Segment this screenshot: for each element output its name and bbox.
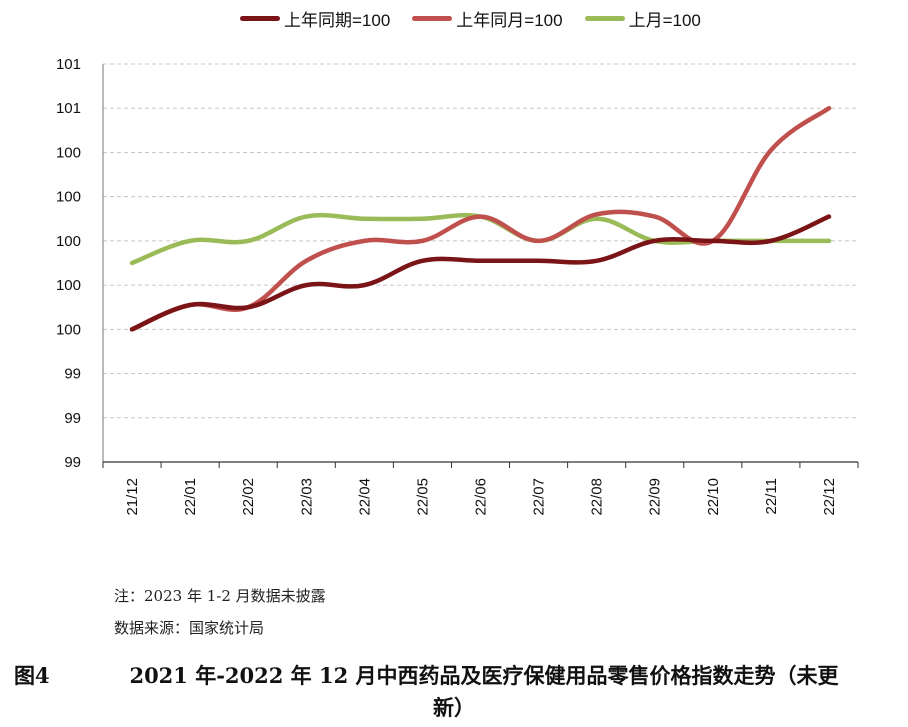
x-axis-labels: 21/12 22/01 22/02 22/03 22/04 22/05 22/06 22/07… — [124, 478, 838, 516]
series-line — [129, 105, 832, 332]
legend-swatch — [584, 16, 625, 21]
chart-notes: 注：2023 年 1-2 月数据未披露 数据来源：国家统计局 — [114, 580, 326, 644]
y-tick-label: 99 — [64, 454, 81, 471]
legend-item-same-period: 上年同期=100 — [240, 6, 390, 31]
y-tick-label: 100 — [56, 233, 81, 250]
x-tick-label: 22/04 — [356, 478, 373, 516]
x-tick-label: 22/11 — [763, 478, 780, 514]
y-tick-label: 101 — [56, 100, 81, 117]
source-text: 数据来源：国家统计局 — [114, 619, 265, 637]
y-tick-label: 101 — [56, 56, 81, 73]
y-tick-label: 100 — [56, 189, 81, 206]
legend-item-same-month: 上年同月=100 — [412, 6, 563, 31]
y-tick-label: 99 — [64, 366, 81, 383]
series-line — [129, 214, 832, 332]
figure-label: 图4 — [14, 663, 50, 688]
legend-swatch — [412, 16, 453, 21]
caption-line-2: 新） — [433, 695, 475, 720]
x-tick-label: 22/03 — [298, 478, 315, 516]
x-tick-label: 22/06 — [473, 478, 490, 516]
note-text: 注：2023 年 1-2 月数据未披露 — [114, 587, 326, 605]
x-tick-label: 22/05 — [414, 478, 431, 516]
legend: 上年同期=100 上年同月=100 上月=100 — [240, 6, 701, 31]
figure-caption: 图4 2021 年-2022 年 12 月中西药品及医疗保健用品零售价格指数走势… — [0, 660, 908, 724]
legend-swatch — [240, 16, 280, 21]
caption-line-1: 2021 年-2022 年 12 月中西药品及医疗保健用品零售价格指数走势（未更 — [129, 663, 839, 688]
x-tick-label: 21/12 — [124, 478, 141, 516]
data-lines — [129, 105, 832, 332]
legend-item-previous-month: 上月=100 — [584, 6, 701, 31]
x-tick-label: 22/01 — [182, 478, 199, 516]
legend-label: 上年同期=100 — [284, 11, 391, 30]
x-tick-label: 22/02 — [240, 478, 257, 516]
x-tick-label: 22/09 — [647, 478, 664, 516]
x-tick-label: 22/12 — [821, 478, 838, 516]
x-tick-label: 22/08 — [589, 478, 606, 516]
y-tick-label: 100 — [56, 321, 81, 338]
y-tick-label: 99 — [64, 410, 81, 427]
x-tick-label: 22/10 — [705, 478, 722, 516]
y-tick-label: 100 — [56, 277, 81, 294]
y-tick-label: 100 — [56, 144, 81, 161]
axes — [102, 64, 859, 468]
legend-label: 上年同月=100 — [456, 11, 563, 30]
x-tick-label: 22/07 — [531, 478, 548, 516]
y-axis-labels: 99 99 99 100 100 100 100 100 101 101 — [56, 56, 81, 471]
legend-label: 上月=100 — [628, 11, 701, 30]
line-chart: 99 99 99 100 100 100 100 100 101 101 21/12 22/01 22… — [56, 56, 859, 516]
